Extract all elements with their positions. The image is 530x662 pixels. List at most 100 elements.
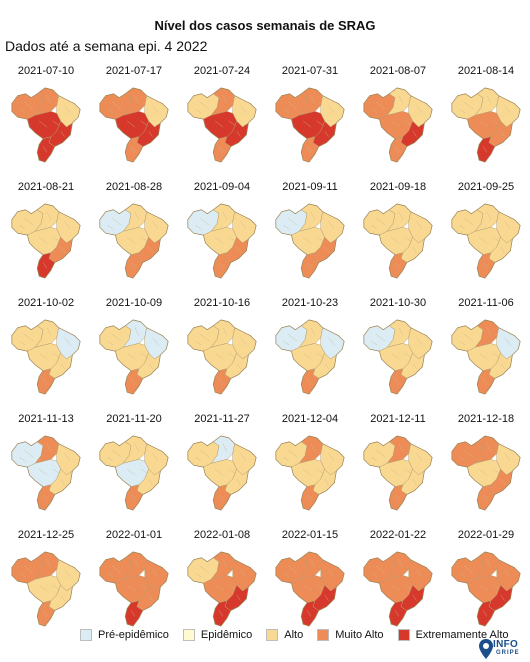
location-pin-icon: [479, 639, 493, 659]
panel-date: 2021-09-04: [193, 181, 251, 193]
panel-date: 2021-07-17: [105, 65, 163, 77]
map-panel: 2021-12-18: [442, 410, 530, 526]
country-outline: [11, 203, 81, 279]
map-panel: 2022-01-29: [442, 526, 530, 642]
panel-date: 2021-08-14: [457, 65, 515, 77]
brazil-map: [363, 551, 433, 627]
legend-swatch: [266, 629, 279, 641]
map-panel: 2022-01-15: [266, 526, 354, 642]
panel-date: 2021-11-27: [194, 413, 250, 425]
legend-label: Alto: [284, 629, 304, 641]
country-outline: [275, 319, 345, 395]
border-lines: [459, 327, 511, 385]
brazil-map: [275, 203, 345, 279]
brazil-map: [275, 319, 345, 395]
country-outline: [275, 435, 345, 511]
brazil-map: [11, 435, 81, 511]
brazil-map: [451, 319, 521, 395]
brazil-map: [451, 203, 521, 279]
panel-date: 2021-11-06: [458, 297, 514, 309]
map-panel: 2021-10-16: [178, 294, 266, 410]
legend: Pré-epidêmico Epidêmico Alto Muito Alto Extr…: [80, 628, 523, 642]
brazil-map: [11, 551, 81, 627]
logo-word: INFO: [493, 639, 519, 650]
panel-date: 2021-08-21: [17, 181, 75, 193]
legend-swatch: [182, 629, 195, 641]
border-lines: [107, 559, 159, 617]
infogripe-logo: INFO GRIPE: [477, 637, 525, 661]
country-outline: [99, 319, 169, 395]
panel-date: 2021-07-31: [281, 65, 339, 77]
legend-item-epi: Epidêmico: [182, 629, 253, 641]
country-outline: [275, 551, 345, 627]
legend-item-extremo: Extremamente Alto: [397, 629, 509, 641]
map-panel: 2021-11-20: [90, 410, 178, 526]
panel-date: 2021-11-20: [106, 413, 162, 425]
legend-label: Muito Alto: [335, 629, 384, 641]
page-subtitle: Dados até a semana epi. 4 2022: [5, 38, 208, 54]
country-outline: [11, 435, 81, 511]
country-outline: [187, 435, 257, 511]
border-lines: [195, 443, 247, 501]
border-lines: [195, 327, 247, 385]
brazil-map: [11, 87, 81, 163]
legend-item-alto: Alto: [266, 629, 303, 641]
country-outline: [363, 319, 433, 395]
panel-date: 2022-01-08: [193, 529, 251, 541]
legend-label: Epidêmico: [200, 629, 253, 641]
panel-date: 2021-11-13: [18, 413, 74, 425]
brazil-map: [363, 319, 433, 395]
panel-date: 2021-10-30: [369, 297, 427, 309]
country-outline: [451, 551, 521, 627]
brazil-map: [363, 87, 433, 163]
border-lines: [107, 443, 159, 501]
map-panel: 2021-07-24: [178, 62, 266, 178]
panel-date: 2021-07-24: [193, 65, 251, 77]
panel-date: 2021-12-04: [281, 413, 339, 425]
brazil-map: [11, 203, 81, 279]
border-lines: [283, 211, 335, 269]
country-outline: [275, 87, 345, 163]
panel-date: 2021-10-23: [281, 297, 339, 309]
map-panel: 2021-07-17: [90, 62, 178, 178]
country-outline: [363, 551, 433, 627]
country-outline: [187, 319, 257, 395]
brazil-map: [187, 319, 257, 395]
border-lines: [371, 95, 423, 153]
map-panel: 2021-10-30: [354, 294, 442, 410]
map-panel: 2021-12-25: [2, 526, 90, 642]
panel-date: 2022-01-29: [457, 529, 515, 541]
border-lines: [459, 211, 511, 269]
map-panel: 2022-01-22: [354, 526, 442, 642]
brazil-map: [275, 551, 345, 627]
country-outline: [187, 203, 257, 279]
brazil-map: [451, 435, 521, 511]
panel-date: 2021-08-28: [105, 181, 163, 193]
country-outline: [11, 87, 81, 163]
map-panel: 2022-01-01: [90, 526, 178, 642]
border-lines: [19, 443, 71, 501]
border-lines: [19, 95, 71, 153]
border-lines: [19, 559, 71, 617]
map-panel: 2021-08-28: [90, 178, 178, 294]
brazil-map: [11, 319, 81, 395]
legend-item-muito: Muito Alto: [317, 629, 384, 641]
border-lines: [371, 211, 423, 269]
country-outline: [99, 87, 169, 163]
map-panel: 2021-09-04: [178, 178, 266, 294]
panel-date: 2022-01-15: [281, 529, 339, 541]
panel-date: 2022-01-22: [369, 529, 427, 541]
border-lines: [459, 443, 511, 501]
border-lines: [371, 327, 423, 385]
border-lines: [283, 559, 335, 617]
country-outline: [11, 551, 81, 627]
page-title: Nível dos casos semanais de SRAG: [154, 18, 376, 33]
border-lines: [283, 327, 335, 385]
map-panel: 2021-08-07: [354, 62, 442, 178]
map-panel: 2021-10-02: [2, 294, 90, 410]
border-lines: [283, 95, 335, 153]
brazil-map: [275, 435, 345, 511]
map-panel: 2021-10-23: [266, 294, 354, 410]
border-lines: [371, 559, 423, 617]
map-panel: 2021-09-25: [442, 178, 530, 294]
